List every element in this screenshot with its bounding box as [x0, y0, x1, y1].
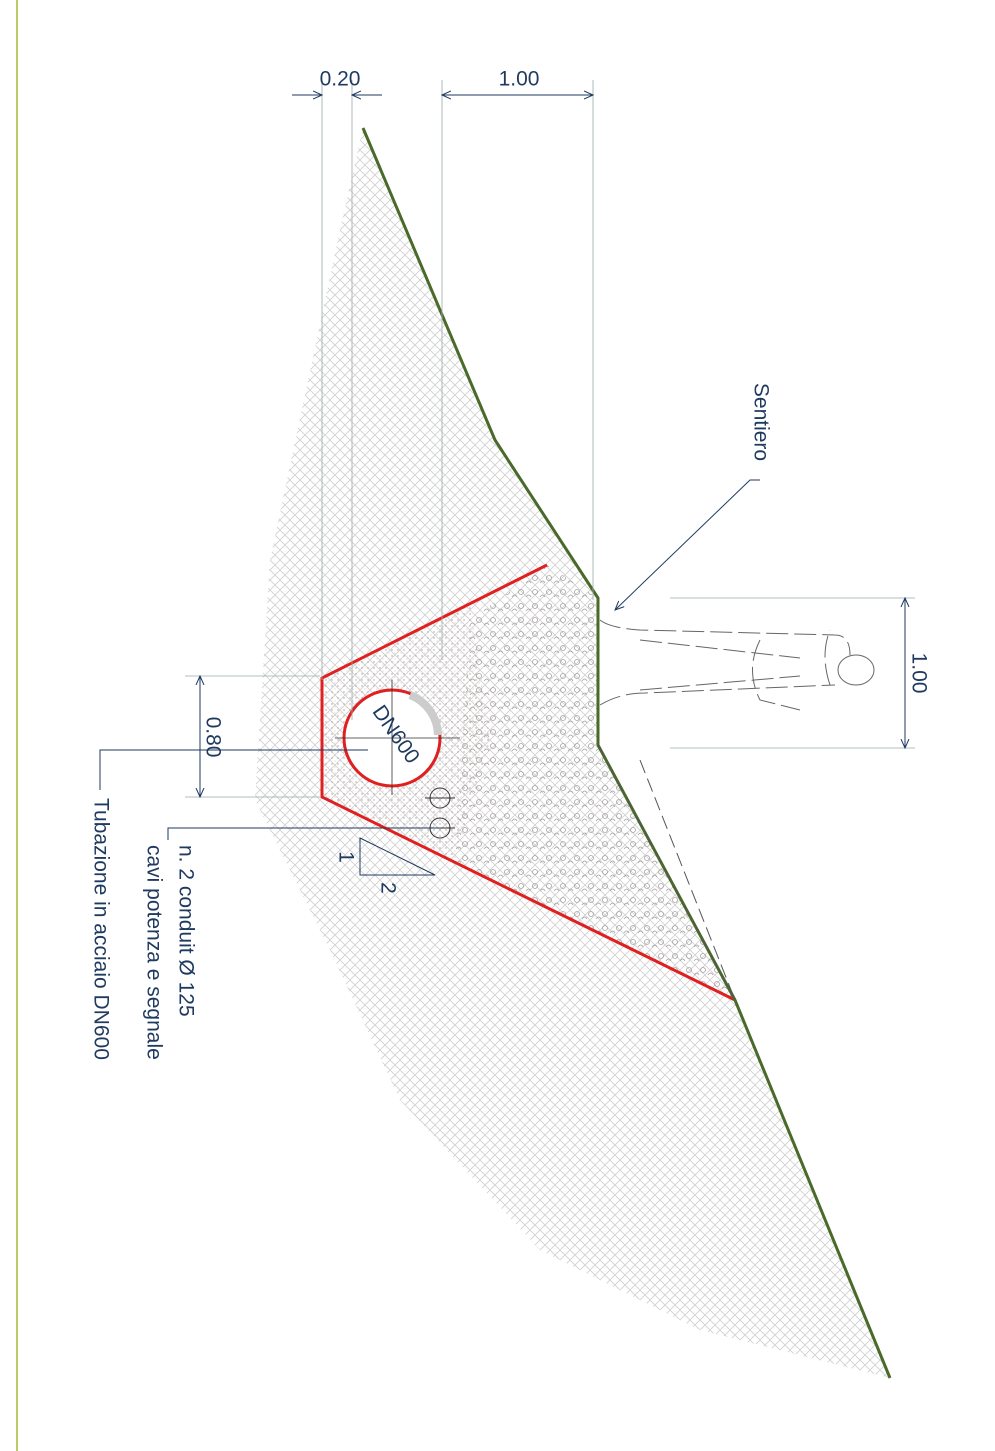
label: 2	[376, 882, 399, 894]
dim-label: 0.80	[201, 717, 224, 758]
trench	[320, 563, 736, 1002]
dim-label: 1.00	[907, 653, 930, 694]
note: n. 2 conduit Ø 125	[174, 845, 197, 1017]
ground	[361, 127, 892, 1379]
backfill	[455, 565, 735, 1000]
note: cavi potenza e segnale	[142, 845, 165, 1060]
dim-label: 0.20	[320, 68, 361, 91]
label: 1	[334, 851, 357, 863]
label: Sentiero	[749, 383, 772, 461]
dim-label: 1.00	[499, 68, 540, 91]
pipe-shade	[408, 691, 442, 736]
dashed	[639, 759, 736, 1001]
person	[599, 619, 875, 711]
dimension-lines	[99, 80, 915, 876]
note: Tubazione in acciaio DN600	[89, 798, 112, 1060]
old-ground	[597, 744, 736, 1001]
